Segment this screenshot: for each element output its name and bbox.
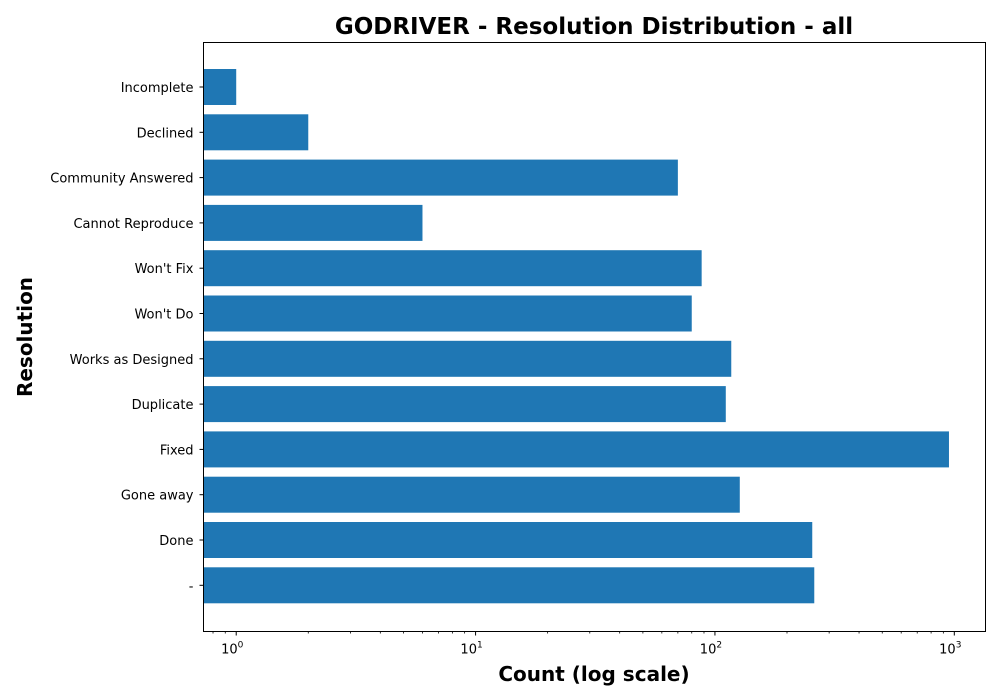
x-tick-label: 103 [939, 641, 961, 658]
chart-title: GODRIVER - Resolution Distribution - all [335, 14, 853, 40]
y-tick-label: Duplicate [132, 398, 194, 413]
y-tick-label: Works as Designed [70, 353, 194, 368]
y-tick-label: - [189, 579, 194, 594]
y-tick-label: Incomplete [121, 81, 194, 96]
bar-9 [203, 476, 740, 513]
bar-1 [203, 114, 309, 151]
bar-3 [203, 204, 423, 241]
y-tick-label: Cannot Reproduce [73, 217, 193, 232]
x-tick-label: 102 [700, 641, 722, 658]
x-tick-label: 101 [460, 641, 482, 658]
bar-10 [203, 522, 813, 558]
y-axis-ticks: Incomplete Declined Community Answered Cann… [50, 81, 204, 594]
bars-group [203, 69, 949, 604]
bar-4 [203, 250, 702, 287]
y-tick-label: Community Answered [50, 172, 193, 187]
y-axis-label: Resolution [13, 277, 37, 397]
plot-frame [203, 42, 986, 632]
y-tick-label: Gone away [121, 489, 194, 504]
x-tick-label: 100 [221, 641, 244, 658]
y-tick-label: Fixed [160, 443, 194, 458]
x-axis-ticks: 100 101 102 103 [212, 631, 961, 658]
y-tick-label: Done [159, 534, 193, 549]
bar-5 [203, 295, 692, 332]
bar-6 [203, 340, 732, 377]
bar-11 [203, 567, 815, 604]
bar-0 [203, 69, 237, 105]
y-tick-label: Declined [137, 126, 194, 141]
bar-8 [203, 431, 949, 468]
bar-2 [203, 159, 678, 196]
x-axis-label: Count (log scale) [498, 662, 689, 686]
y-tick-label: Won't Fix [135, 262, 194, 277]
y-tick-label: Won't Do [134, 308, 193, 323]
bar-7 [203, 386, 726, 423]
